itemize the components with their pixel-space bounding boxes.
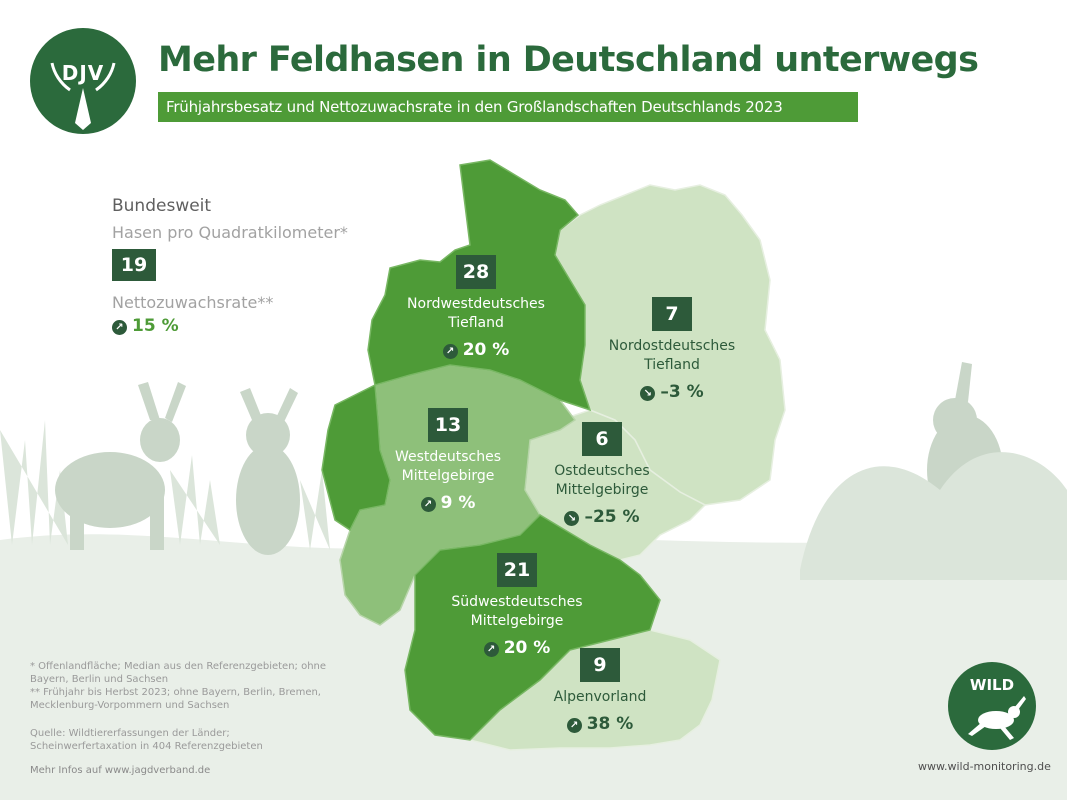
wild-logo-text: WILD [969,676,1015,694]
legend-heading: Bundesweit [112,196,212,216]
region-label-nordostdeutsches-tiefland: 7 Nordostdeutsches Tiefland ↘ –3 % [582,297,762,402]
more-info-link[interactable]: Mehr Infos auf www.jagdverband.de [30,765,211,776]
region-name: Südwestdeutsches Mittelgebirge [451,594,583,629]
grass-left [0,420,330,550]
region-rate: ↗ 38 % [510,714,690,734]
arrow-up-right-icon: ↗ [566,718,582,733]
grass-right [800,452,1067,580]
region-density: 21 [497,553,537,587]
hare-silhouette-sitting [236,388,300,555]
arrow-up-right-icon: ↗ [420,497,436,512]
region-rate-value: 20 % [462,340,510,360]
legend-density-value: 19 [112,249,156,281]
djv-logo: DJV [30,28,136,134]
source-note: Quelle: Wildtiererfassungen der Länder; … [30,728,263,752]
region-label-ostdeutsches-mittelgebirge: 6 Ostdeutsches Mittelgebirge ↘ –25 % [512,422,692,527]
region-name: Ostdeutsches Mittelgebirge [554,463,650,498]
region-rate-value: 20 % [503,638,551,658]
region-rate-value: 38 % [586,714,634,734]
region-label-suedwestdeutsches-mittelgebirge: 21 Südwestdeutsches Mittelgebirge ↗ 20 % [427,553,607,658]
arrow-up-right-icon: ↗ [112,320,127,335]
region-rate: ↘ –3 % [582,382,762,402]
region-rate-value: –3 % [660,382,704,402]
running-hare-icon [968,696,1026,740]
page-title: Mehr Feldhasen in Deutschland unterwegs [158,40,979,80]
arrow-down-right-icon: ↘ [564,511,580,526]
region-label-alpenvorland: 9 Alpenvorland ↗ 38 % [510,648,690,734]
legend-rate: ↗ 15 % [112,316,179,336]
region-density: 13 [428,408,468,442]
region-rate-value: 9 % [440,493,476,513]
wild-logo: WILD [948,662,1036,750]
djv-logo-text: DJV [61,61,105,85]
region-shape-west-border [321,383,391,532]
region-name: Westdeutsches Mittelgebirge [394,449,502,484]
footnotes: * Offenlandfläche; Median aus den Refere… [30,660,330,712]
region-name: Nordostdeutsches Tiefland [608,338,736,373]
region-name: Alpenvorland [553,689,647,705]
region-density: 6 [582,422,622,456]
deer-antler-icon [50,62,116,130]
region-density: 28 [456,255,496,289]
arrow-down-right-icon: ↘ [640,386,656,401]
region-label-westdeutsches-mittelgebirge: 13 Westdeutsches Mittelgebirge ↗ 9 % [358,408,538,513]
arrow-up-right-icon: ↗ [442,344,458,359]
footnote-double-star: ** Frühjahr bis Herbst 2023; ohne Bayern… [30,687,321,711]
legend-rate-value: 15 % [132,316,179,336]
region-rate: ↗ 20 % [427,638,607,658]
page-subtitle: Frühjahrsbesatz und Nettozuwachsrate in … [158,92,858,122]
footnote-star: * Offenlandfläche; Median aus den Refere… [30,661,327,685]
region-rate: ↗ 9 % [358,493,538,513]
wild-monitoring-link[interactable]: www.wild-monitoring.de [918,760,1051,773]
region-shape-suedwestdeutsches-mittelgebirge [404,514,661,741]
region-label-nordwestdeutsches-tiefland: 28 Nordwestdeutsches Tiefland ↗ 20 % [386,255,566,360]
region-density: 9 [580,648,620,682]
region-rate-value: –25 % [584,507,640,527]
region-name: Nordwestdeutsches Tiefland [407,296,545,331]
region-density: 7 [652,297,692,331]
legend-rate-label: Nettozuwachsrate** [112,293,274,312]
hare-silhouette-left [55,382,186,550]
legend-density-label: Hasen pro Quadratkilometer* [112,223,348,242]
arrow-up-right-icon: ↗ [483,642,499,657]
region-rate: ↗ 20 % [386,340,566,360]
region-rate: ↘ –25 % [512,507,692,527]
